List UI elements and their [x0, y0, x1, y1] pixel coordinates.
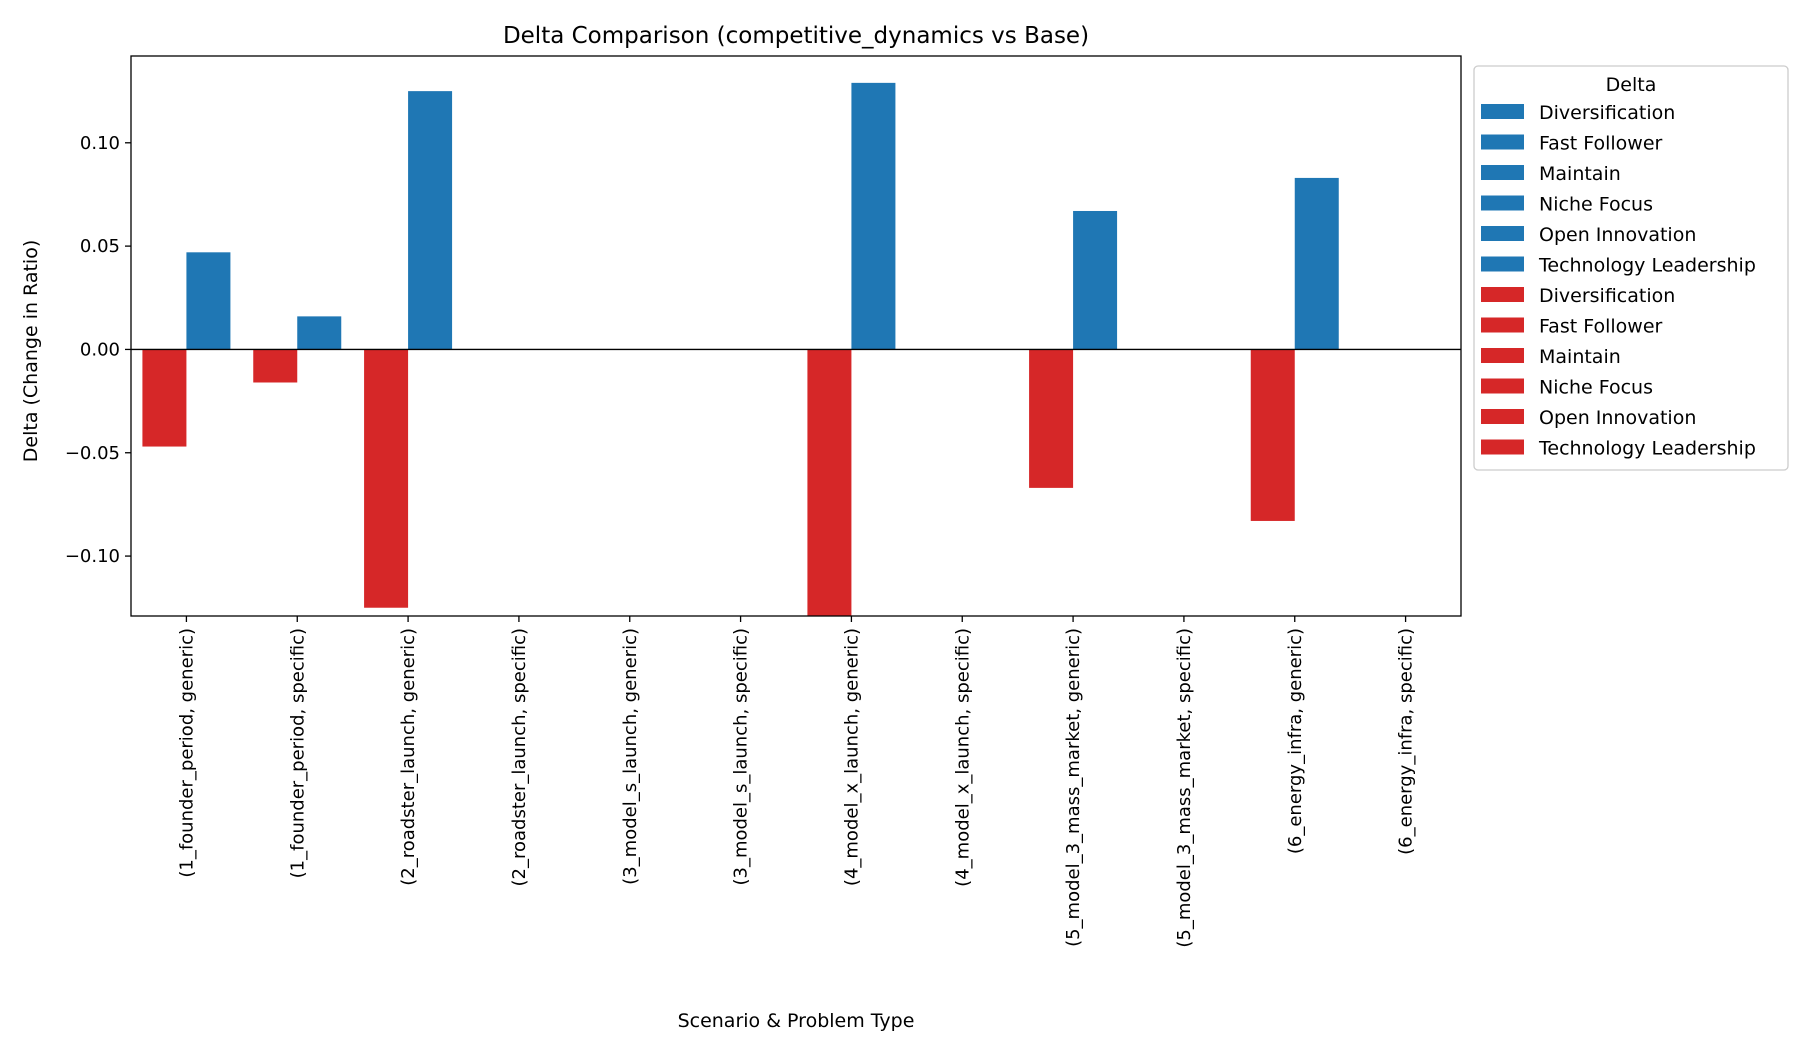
x-tick-label: (4_model_x_launch, generic) [841, 628, 862, 886]
legend-label: Diversification [1539, 102, 1675, 124]
legend: Delta Diversification Fast Follower Mainta… [1473, 65, 1789, 471]
legend-swatch [1481, 226, 1524, 241]
y-tick-label: −0.10 [65, 546, 120, 567]
legend-title: Delta [1606, 74, 1657, 96]
x-tick-label: (1_founder_period, generic) [176, 628, 197, 878]
bar-negative [1029, 349, 1074, 488]
legend-label: Fast Follower [1539, 316, 1663, 338]
y-tick-label: −0.05 [65, 443, 120, 464]
legend-label: Niche Focus [1539, 194, 1653, 216]
legend-label: Niche Focus [1539, 377, 1653, 399]
legend-swatch [1481, 378, 1524, 394]
legend-swatch [1481, 439, 1524, 455]
legend-swatch [1481, 287, 1524, 302]
x-tick-label: (6_energy_infra, specific) [1396, 628, 1417, 855]
x-tick-label: (5_model_3_mass_market, specific) [1174, 628, 1195, 948]
legend-label: Open Innovation [1539, 407, 1696, 429]
legend-swatch [1481, 134, 1524, 150]
legend-swatch [1481, 195, 1524, 211]
bar-group [142, 82, 1339, 616]
x-tick-label: (3_model_s_launch, specific) [731, 628, 752, 886]
x-tick-label: (6_energy_infra, generic) [1285, 628, 1306, 854]
legend-label: Technology Leadership [1538, 438, 1756, 460]
bar-negative [364, 349, 409, 608]
legend-swatch [1481, 317, 1524, 333]
bar-negative [253, 349, 298, 383]
bar-positive [851, 82, 896, 350]
y-tick-label: 0.00 [80, 339, 120, 360]
legend-swatch [1481, 104, 1524, 119]
y-axis: −0.10 −0.05 0.00 0.05 0.10 [65, 133, 131, 567]
plot-frame [130, 55, 1462, 617]
y-tick-label: 0.10 [80, 133, 120, 154]
legend-entries: Diversification Fast Follower Maintain Nich… [1481, 102, 1756, 460]
x-tick-label: (2_roadster_launch, generic) [398, 628, 419, 886]
x-tick-label: (3_model_s_launch, generic) [620, 628, 641, 885]
x-axis: (1_founder_period, generic) (1_founder_pe… [176, 616, 1417, 948]
legend-frame [1473, 65, 1789, 471]
plot-area [130, 55, 1462, 617]
y-tick-label: 0.05 [80, 236, 120, 257]
legend-label: Fast Follower [1539, 133, 1663, 155]
bar-positive [1294, 177, 1339, 350]
bar-positive [408, 91, 453, 350]
bar-negative [142, 349, 187, 447]
legend-label: Diversification [1539, 285, 1675, 307]
bar-positive [1073, 210, 1118, 350]
legend-swatch [1481, 256, 1524, 272]
bar-negative [1250, 349, 1295, 521]
legend-swatch [1481, 409, 1524, 424]
legend-swatch [1481, 165, 1524, 180]
x-tick-label: (2_roadster_launch, specific) [509, 628, 530, 887]
legend-label: Maintain [1539, 163, 1621, 185]
legend-label: Technology Leadership [1538, 255, 1756, 277]
chart-title: Delta Comparison (competitive_dynamics v… [503, 23, 1089, 49]
legend-label: Maintain [1539, 346, 1621, 368]
bar-positive [297, 316, 342, 350]
bar-positive [186, 252, 231, 350]
x-tick-label: (4_model_x_launch, specific) [952, 628, 973, 887]
y-axis-label: Delta (Change in Ratio) [20, 240, 42, 462]
legend-swatch [1481, 348, 1524, 363]
x-axis-label: Scenario & Problem Type [678, 1010, 915, 1032]
bar-negative [807, 349, 852, 616]
legend-label: Open Innovation [1539, 224, 1696, 246]
x-tick-label: (5_model_3_mass_market, generic) [1063, 628, 1084, 947]
x-tick-label: (1_founder_period, specific) [287, 628, 308, 878]
